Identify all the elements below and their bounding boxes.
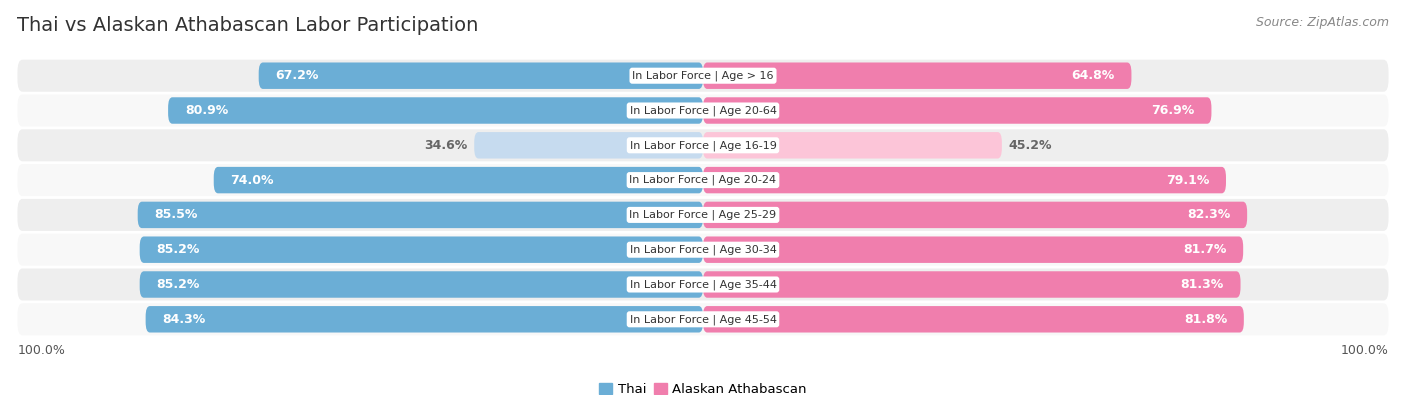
Text: In Labor Force | Age 35-44: In Labor Force | Age 35-44 <box>630 279 776 290</box>
Text: 85.2%: 85.2% <box>156 243 200 256</box>
FancyBboxPatch shape <box>703 202 1247 228</box>
FancyBboxPatch shape <box>139 237 703 263</box>
FancyBboxPatch shape <box>17 60 1389 92</box>
FancyBboxPatch shape <box>259 62 703 89</box>
Text: In Labor Force | Age 25-29: In Labor Force | Age 25-29 <box>630 210 776 220</box>
FancyBboxPatch shape <box>703 271 1240 298</box>
FancyBboxPatch shape <box>703 132 1002 158</box>
Text: 81.7%: 81.7% <box>1182 243 1226 256</box>
FancyBboxPatch shape <box>703 62 1132 89</box>
Text: 85.2%: 85.2% <box>156 278 200 291</box>
Text: 81.3%: 81.3% <box>1181 278 1223 291</box>
FancyBboxPatch shape <box>138 202 703 228</box>
Text: In Labor Force | Age 16-19: In Labor Force | Age 16-19 <box>630 140 776 150</box>
Text: 34.6%: 34.6% <box>425 139 467 152</box>
FancyBboxPatch shape <box>17 199 1389 231</box>
Text: 76.9%: 76.9% <box>1152 104 1195 117</box>
Text: 74.0%: 74.0% <box>231 173 274 186</box>
FancyBboxPatch shape <box>703 237 1243 263</box>
FancyBboxPatch shape <box>139 271 703 298</box>
FancyBboxPatch shape <box>214 167 703 193</box>
Text: 81.8%: 81.8% <box>1184 313 1227 326</box>
Text: 64.8%: 64.8% <box>1071 69 1115 82</box>
Text: Source: ZipAtlas.com: Source: ZipAtlas.com <box>1256 16 1389 29</box>
FancyBboxPatch shape <box>703 167 1226 193</box>
FancyBboxPatch shape <box>17 234 1389 266</box>
FancyBboxPatch shape <box>146 306 703 333</box>
Text: 79.1%: 79.1% <box>1166 173 1209 186</box>
FancyBboxPatch shape <box>17 94 1389 126</box>
Text: In Labor Force | Age 20-64: In Labor Force | Age 20-64 <box>630 105 776 116</box>
FancyBboxPatch shape <box>17 303 1389 335</box>
Text: 100.0%: 100.0% <box>17 344 65 357</box>
Text: 80.9%: 80.9% <box>184 104 228 117</box>
Legend: Thai, Alaskan Athabascan: Thai, Alaskan Athabascan <box>593 378 813 395</box>
Text: In Labor Force | Age 20-24: In Labor Force | Age 20-24 <box>630 175 776 185</box>
Text: In Labor Force | Age > 16: In Labor Force | Age > 16 <box>633 70 773 81</box>
Text: 84.3%: 84.3% <box>162 313 205 326</box>
FancyBboxPatch shape <box>17 164 1389 196</box>
Text: 85.5%: 85.5% <box>155 209 198 222</box>
FancyBboxPatch shape <box>474 132 703 158</box>
Text: 100.0%: 100.0% <box>1341 344 1389 357</box>
FancyBboxPatch shape <box>17 269 1389 301</box>
Text: In Labor Force | Age 45-54: In Labor Force | Age 45-54 <box>630 314 776 325</box>
Text: In Labor Force | Age 30-34: In Labor Force | Age 30-34 <box>630 245 776 255</box>
FancyBboxPatch shape <box>703 97 1212 124</box>
FancyBboxPatch shape <box>703 306 1244 333</box>
Text: Thai vs Alaskan Athabascan Labor Participation: Thai vs Alaskan Athabascan Labor Partici… <box>17 16 478 35</box>
Text: 82.3%: 82.3% <box>1187 209 1230 222</box>
Text: 67.2%: 67.2% <box>276 69 319 82</box>
FancyBboxPatch shape <box>17 129 1389 161</box>
FancyBboxPatch shape <box>169 97 703 124</box>
Text: 45.2%: 45.2% <box>1010 139 1052 152</box>
